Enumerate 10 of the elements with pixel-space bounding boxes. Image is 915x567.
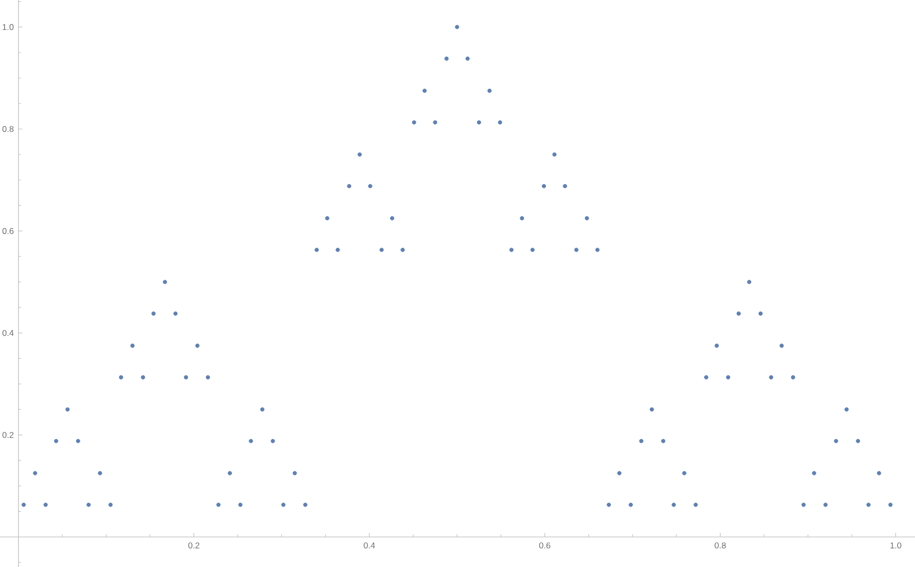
y-tick-label: 1.0	[2, 24, 14, 30]
x-tick-label: 0.2	[188, 542, 200, 548]
x-tick-label: 1.0	[890, 542, 902, 548]
x-tick-label: 0.6	[539, 542, 550, 548]
y-tick-label: 0.6	[2, 228, 14, 234]
y-tick-label: 0.4	[2, 330, 14, 336]
y-tick-label: 0.8	[2, 126, 14, 132]
y-tick-label: 0.2	[2, 432, 14, 438]
x-tick-label: 0.8	[714, 542, 726, 548]
x-tick-label: 0.4	[364, 542, 375, 548]
